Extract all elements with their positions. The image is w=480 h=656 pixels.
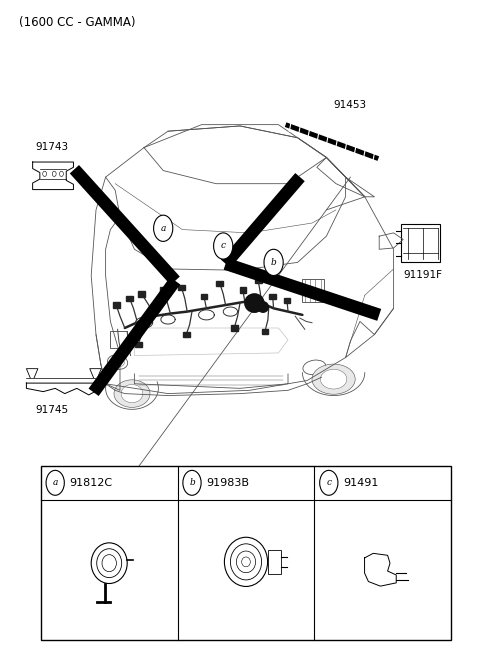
Bar [126,296,133,301]
Bar [269,294,276,299]
Bar [138,291,145,297]
Bar [41,466,451,640]
Bar [240,287,246,293]
Text: 91491: 91491 [343,478,379,488]
Ellipse shape [121,384,143,403]
Text: 91812C: 91812C [70,478,113,488]
Ellipse shape [114,380,150,407]
Ellipse shape [111,358,124,367]
Text: 91191F: 91191F [403,270,442,280]
Bar [183,332,190,337]
Ellipse shape [258,302,268,312]
Bar [262,329,268,334]
Circle shape [60,171,63,176]
Circle shape [320,470,338,495]
Bar [231,325,238,331]
Ellipse shape [96,548,122,577]
Text: b: b [189,478,195,487]
Ellipse shape [91,543,127,584]
Text: 91743: 91743 [35,142,68,152]
Ellipse shape [241,557,251,567]
Bar [268,550,281,573]
Bar [201,294,207,299]
Ellipse shape [245,294,264,312]
Ellipse shape [236,551,255,573]
Bar [135,342,142,347]
Circle shape [52,171,56,176]
Ellipse shape [224,537,267,586]
Ellipse shape [312,364,355,394]
Text: c: c [221,241,226,251]
Bar [284,298,290,303]
Bar [178,285,185,290]
Ellipse shape [230,544,262,580]
Bar [302,279,324,302]
Circle shape [183,470,201,495]
Text: 91983B: 91983B [206,478,250,488]
Circle shape [264,249,283,276]
Circle shape [214,233,233,259]
Text: a: a [160,224,166,233]
Text: (1600 CC - GAMMA): (1600 CC - GAMMA) [19,16,136,30]
Text: b: b [271,258,276,267]
Ellipse shape [102,554,116,571]
Text: 91453: 91453 [334,100,367,110]
Circle shape [43,171,47,176]
Text: 91745: 91745 [35,405,68,415]
Text: a: a [52,478,58,487]
Text: c: c [326,478,331,487]
Circle shape [154,215,173,241]
Bar [255,278,262,283]
Ellipse shape [108,355,128,369]
Circle shape [46,470,64,495]
Ellipse shape [321,369,347,389]
Bar [216,281,223,286]
Bar [110,331,127,348]
Bar [113,302,120,308]
Bar [401,224,440,262]
Ellipse shape [303,360,326,375]
Bar [160,287,167,293]
